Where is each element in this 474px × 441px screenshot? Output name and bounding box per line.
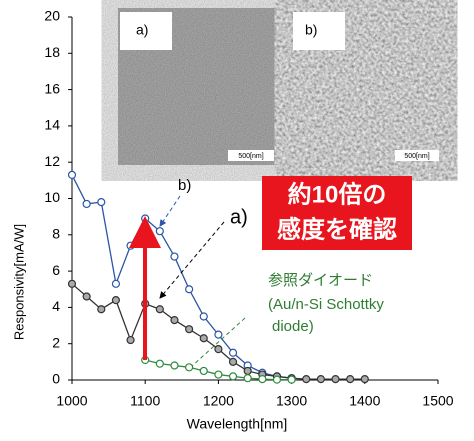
- y-tick-label: 12: [44, 153, 60, 169]
- data-point: [346, 374, 355, 384]
- y-tick-label: 6: [52, 262, 60, 278]
- data-point: [214, 330, 223, 339]
- x-tick-label: 1100: [130, 393, 160, 409]
- data-point: [111, 296, 121, 305]
- data-point: [155, 227, 164, 236]
- series-label: b): [178, 177, 191, 194]
- data-point: [126, 241, 135, 250]
- callout-text: 約10倍の: [288, 180, 387, 208]
- data-point: [82, 199, 91, 209]
- data-point: [67, 279, 77, 288]
- data-point: [258, 374, 267, 384]
- y-axis-label: Responsivity[mA/W]: [11, 224, 26, 340]
- inset-label: b): [305, 22, 317, 38]
- scale-label: 500[nm]: [404, 153, 429, 160]
- data-point: [243, 374, 252, 383]
- reference-note: diode): [272, 318, 314, 335]
- data-point: [243, 366, 252, 376]
- x-axis-label: Wavelength[nm]: [187, 416, 288, 432]
- x-tick-label: 1300: [276, 393, 307, 409]
- series-label: a): [230, 206, 248, 228]
- scale-box: [395, 150, 439, 161]
- data-point: [287, 375, 296, 384]
- callout-box: [262, 176, 412, 250]
- y-tick-label: 14: [44, 117, 60, 133]
- reference-note: (Au/n-Si Schottky: [268, 296, 384, 313]
- data-point: [272, 375, 282, 384]
- scale-box: [228, 150, 274, 161]
- data-point: [126, 335, 135, 345]
- data-point: [228, 357, 238, 366]
- data-point: [82, 292, 91, 301]
- data-point: [199, 312, 208, 321]
- y-tick-label: 2: [52, 334, 60, 350]
- callout-text: 感度を確認: [277, 215, 397, 243]
- data-point: [170, 361, 179, 370]
- y-tick-label: 18: [44, 44, 60, 60]
- series-line: [71, 174, 292, 379]
- data-point: [185, 325, 194, 334]
- data-point: [331, 374, 340, 384]
- data-point: [228, 372, 238, 381]
- data-point: [170, 316, 179, 325]
- data-point: [199, 334, 208, 343]
- data-point: [214, 370, 223, 379]
- x-tick-label: 1000: [56, 393, 87, 409]
- data-point: [111, 279, 121, 288]
- data-point: [67, 170, 77, 180]
- y-tick-label: 0: [52, 371, 60, 387]
- data-point: [170, 252, 179, 261]
- data-point: [141, 214, 150, 223]
- data-point: [97, 198, 106, 207]
- data-point: [97, 305, 106, 314]
- x-tick-label: 1500: [422, 393, 453, 409]
- pointer: [191, 317, 246, 367]
- insets: a) b) 500[nm] 500[nm]: [118, 8, 442, 165]
- inset-label: a): [136, 22, 148, 38]
- data-point: [185, 285, 194, 294]
- data-point: [316, 374, 325, 384]
- y-tick-label: 10: [44, 189, 60, 205]
- inset-label-box: [120, 12, 172, 50]
- scale-label: 500[nm]: [238, 153, 263, 160]
- y-tick-label: 8: [52, 226, 60, 242]
- data-point: [228, 348, 238, 357]
- x-tick-label: 1200: [203, 393, 234, 409]
- inset-label-box: [293, 12, 345, 50]
- data-point: [185, 363, 194, 372]
- series-label: 参照ダイオード: [268, 272, 373, 289]
- data-point: [302, 374, 311, 384]
- y-tick-label: 20: [44, 8, 60, 24]
- y-tick-label: 4: [52, 298, 60, 314]
- data-point: [155, 359, 164, 368]
- data-point: [199, 366, 208, 376]
- x-tick-label: 1400: [349, 393, 380, 409]
- data-point: [214, 345, 223, 354]
- data-point: [155, 305, 164, 314]
- pointer: [159, 221, 225, 299]
- data-point: [360, 374, 369, 384]
- pointer: [159, 195, 181, 227]
- y-tick-label: 16: [44, 80, 60, 96]
